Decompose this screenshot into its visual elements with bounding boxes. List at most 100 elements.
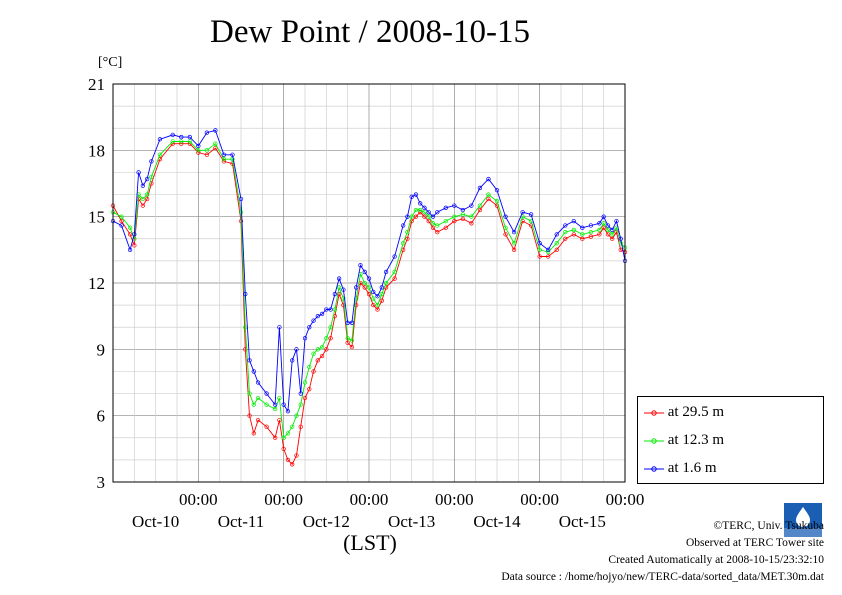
data-point xyxy=(392,254,397,259)
data-point xyxy=(588,234,594,239)
data-point xyxy=(405,214,410,219)
data-point xyxy=(311,351,316,356)
data-point xyxy=(413,192,419,197)
data-point xyxy=(405,236,410,241)
data-point xyxy=(243,291,248,297)
series-line xyxy=(112,143,626,466)
data-point xyxy=(311,318,316,323)
data-point xyxy=(307,325,312,330)
data-point xyxy=(264,402,269,407)
footer-source: Data source : /home/hojyo/new/TERC-data/… xyxy=(501,571,824,583)
series-layer xyxy=(110,128,628,467)
data-point xyxy=(251,402,256,407)
series-line xyxy=(112,141,626,439)
series-2 xyxy=(110,128,628,414)
data-point xyxy=(469,214,474,219)
data-point xyxy=(277,395,282,401)
data-point xyxy=(371,302,376,308)
data-point xyxy=(302,336,308,341)
data-point xyxy=(511,247,517,252)
data-point xyxy=(264,424,269,429)
data-point xyxy=(443,218,448,224)
data-point xyxy=(580,236,585,241)
data-point xyxy=(149,174,154,180)
data-point xyxy=(213,145,218,151)
data-point xyxy=(460,216,466,222)
data-point xyxy=(127,225,133,230)
x-tick-time: 00:00 xyxy=(435,490,474,509)
data-point xyxy=(328,336,333,341)
data-point xyxy=(132,232,137,237)
data-point xyxy=(597,232,602,237)
data-point xyxy=(375,294,380,299)
data-point xyxy=(601,214,606,219)
x-tick-date: Oct-14 xyxy=(473,512,521,531)
x-tick-labels: 00:00Oct-1000:00Oct-1100:00Oct-1200:00Oc… xyxy=(132,490,644,531)
data-point xyxy=(400,241,406,246)
footer-created: Created Automatically at 2008-10-15/23:3… xyxy=(608,554,824,566)
data-point xyxy=(213,128,218,133)
data-point xyxy=(247,358,252,363)
data-point xyxy=(221,157,227,162)
data-point xyxy=(349,320,355,325)
data-point xyxy=(580,225,585,230)
legend-entry-12-3m: at 12.3 m xyxy=(644,430,724,450)
data-point xyxy=(371,289,376,294)
legend-entry-1-6m: at 1.6 m xyxy=(644,458,717,478)
data-point xyxy=(354,296,359,301)
data-point xyxy=(362,280,367,286)
data-point xyxy=(336,285,342,290)
data-point xyxy=(221,152,227,157)
data-point xyxy=(477,207,483,213)
data-point xyxy=(554,247,559,252)
data-point xyxy=(196,143,201,149)
data-point xyxy=(179,139,184,144)
x-tick-time: 00:00 xyxy=(264,490,303,509)
data-point xyxy=(213,141,218,146)
data-point xyxy=(358,263,363,268)
data-point xyxy=(144,196,150,202)
data-point xyxy=(298,402,303,407)
data-point xyxy=(486,192,491,197)
data-point xyxy=(494,199,500,204)
y-tick-labels: 3 6 9 12 15 18 21 xyxy=(88,75,105,492)
data-point xyxy=(136,170,141,175)
data-point xyxy=(383,280,389,286)
data-point xyxy=(366,276,372,281)
data-point xyxy=(281,435,286,440)
data-point xyxy=(332,307,338,312)
y-axis-unit: [°C] xyxy=(98,55,123,70)
data-point xyxy=(119,218,124,224)
data-point xyxy=(610,232,615,237)
x-axis-label: (LST) xyxy=(343,530,397,555)
data-point xyxy=(157,137,163,142)
data-point xyxy=(336,291,342,297)
data-point xyxy=(563,223,568,228)
data-point xyxy=(341,287,346,292)
data-point xyxy=(426,218,431,224)
data-point xyxy=(503,225,508,230)
y-tick-label: 18 xyxy=(88,141,105,160)
data-point xyxy=(290,424,295,429)
data-point xyxy=(362,269,367,275)
data-point xyxy=(345,320,350,325)
data-point xyxy=(302,395,308,401)
x-tick-date: Oct-15 xyxy=(559,512,606,531)
data-point xyxy=(302,380,308,385)
data-point xyxy=(528,223,534,228)
data-point xyxy=(546,247,551,252)
data-point xyxy=(537,254,542,259)
data-point xyxy=(345,340,350,345)
data-point xyxy=(170,132,175,138)
data-point xyxy=(264,391,269,396)
x-tick-time: 00:00 xyxy=(520,490,559,509)
y-tick-label: 12 xyxy=(88,274,105,293)
y-tick-label: 15 xyxy=(88,208,105,227)
terc-logo xyxy=(784,503,822,537)
data-point xyxy=(324,336,329,341)
data-point xyxy=(119,223,124,228)
data-point xyxy=(563,236,568,241)
data-point xyxy=(426,214,431,219)
data-point xyxy=(285,409,291,414)
